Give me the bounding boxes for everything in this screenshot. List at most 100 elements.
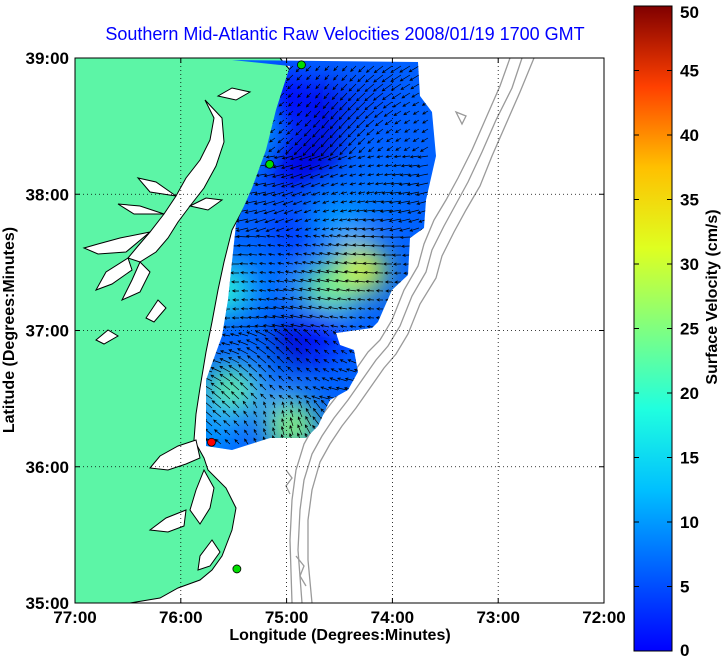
velocity-arrow (348, 83, 357, 92)
velocity-arrow (299, 323, 312, 328)
velocity-arrow (325, 287, 339, 292)
velocity-arrow (283, 328, 294, 337)
velocity-arrow (373, 65, 384, 74)
velocity-arrow (382, 262, 392, 266)
velocity-arrow (285, 346, 294, 355)
velocity-arrow (358, 164, 366, 168)
velocity-arrow (294, 252, 303, 256)
velocity-arrow (329, 146, 339, 157)
velocity-arrow (340, 182, 348, 186)
velocity-arrow (408, 218, 420, 223)
velocity-arrow (391, 173, 402, 177)
velocity-arrow (255, 346, 267, 355)
inland-water-9 (189, 468, 215, 525)
velocity-arrow (298, 408, 303, 418)
velocity-arrow (349, 324, 357, 329)
velocity-arrow (355, 110, 366, 120)
velocity-arrow (290, 323, 303, 328)
velocity-arrow (321, 377, 330, 382)
velocity-arrow (335, 242, 348, 247)
velocity-arrow (280, 305, 294, 310)
velocity-arrow (365, 191, 375, 195)
velocity-arrow (325, 260, 339, 265)
velocity-arrow (347, 110, 357, 121)
velocity-arrow (409, 74, 420, 81)
velocity-arrow (333, 65, 339, 72)
velocity-arrow (355, 101, 366, 111)
velocity-arrow (304, 119, 312, 127)
velocity-arrow (267, 252, 276, 256)
velocity-arrow (243, 420, 249, 427)
velocity-arrow (299, 278, 312, 283)
velocity-arrow (330, 101, 339, 110)
velocity-arrow (214, 438, 222, 445)
inland-water-13 (95, 329, 119, 345)
velocity-arrow (315, 92, 321, 99)
velocity-arrow (220, 341, 231, 346)
velocity-arrow (372, 92, 384, 101)
velocity-arrow (358, 315, 366, 320)
velocity-arrow (358, 324, 366, 329)
velocity-arrow (309, 260, 321, 265)
velocity-arrow (353, 270, 366, 274)
velocity-arrow (343, 261, 357, 265)
velocity-arrow (422, 110, 429, 115)
velocity-arrow (291, 191, 303, 197)
velocity-arrow (293, 261, 303, 265)
velocity-arrow (287, 83, 294, 90)
velocity-arrow (297, 424, 303, 436)
velocity-arrow (357, 306, 366, 311)
velocity-arrow (245, 339, 258, 346)
colorbar-tick-label: 40 (680, 126, 699, 145)
velocity-arrow (367, 173, 375, 177)
velocity-arrow (247, 363, 258, 373)
velocity-arrow (412, 137, 420, 142)
velocity-arrow (237, 340, 249, 346)
velocity-arrow (232, 307, 240, 311)
velocity-arrow (239, 382, 249, 391)
velocity-arrow (248, 373, 258, 382)
velocity-arrow (340, 83, 348, 91)
velocity-arrow (350, 65, 357, 72)
velocity-arrow (361, 252, 375, 257)
velocity-arrow (326, 296, 339, 301)
velocity-arrow (393, 110, 402, 116)
velocity-arrow (336, 377, 348, 382)
velocity-arrow (239, 316, 249, 320)
velocity-arrow (367, 316, 375, 320)
velocity-arrow (313, 377, 321, 382)
velocity-arrow (384, 119, 393, 126)
velocity-arrow (240, 391, 249, 400)
velocity-arrow (401, 253, 411, 257)
velocity-arrow (272, 164, 285, 169)
velocity-arrow (228, 349, 240, 355)
velocity-arrow (330, 324, 339, 328)
velocity-arrow (364, 83, 375, 93)
colorbar-tick-label: 5 (680, 578, 689, 597)
velocity-arrow (365, 65, 375, 73)
velocity-arrow (376, 164, 384, 168)
chesapeake-bay (82, 87, 252, 571)
speed-blob-16 (345, 72, 398, 125)
velocity-arrow (287, 376, 294, 382)
velocity-arrow (230, 391, 240, 400)
velocity-arrow (303, 209, 312, 214)
x-tick-label: 72:00 (582, 608, 625, 627)
velocity-arrow (206, 391, 213, 400)
velocity-arrow (274, 337, 285, 346)
velocity-arrow (257, 364, 267, 373)
velocity-arrow (241, 289, 249, 293)
velocity-arrow (219, 373, 231, 382)
velocity-arrow (303, 137, 312, 147)
velocity-arrow (320, 182, 330, 187)
velocity-arrow (347, 359, 357, 364)
velocity-arrow (308, 305, 321, 310)
velocity-arrow (272, 410, 276, 418)
velocity-arrow (306, 74, 312, 81)
velocity-arrow (305, 65, 312, 72)
velocity-arrow (206, 375, 213, 382)
velocity-arrow (407, 173, 420, 177)
velocity-arrow (290, 287, 303, 292)
velocity-arrow (325, 278, 339, 283)
